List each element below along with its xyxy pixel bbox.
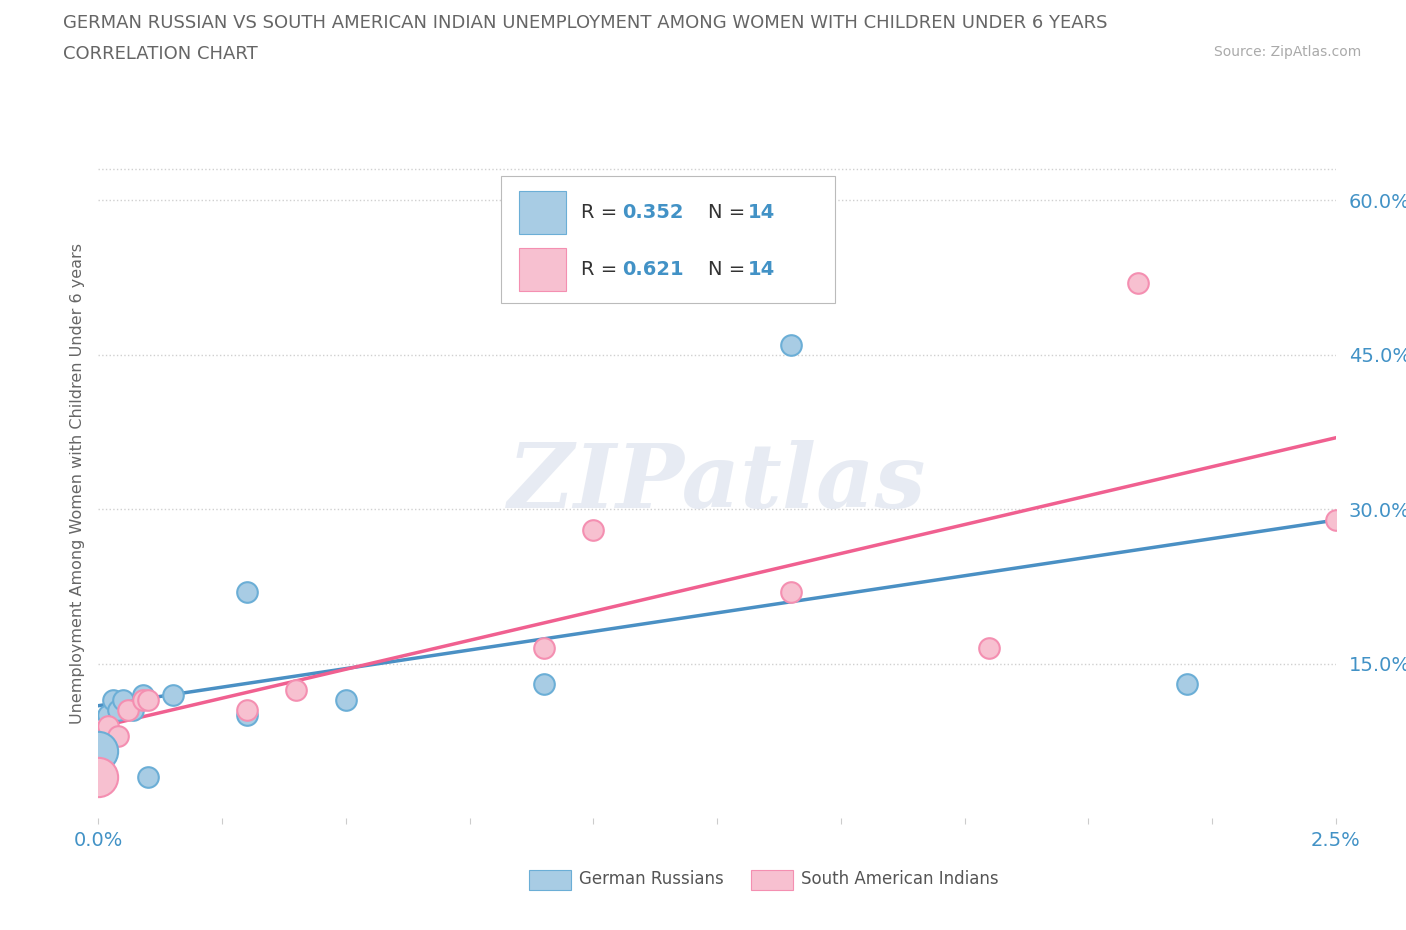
Text: 0.621: 0.621 [621, 259, 683, 279]
Point [582, 523, 605, 538]
Point [533, 641, 555, 656]
Point [136, 693, 159, 708]
Point [236, 703, 259, 718]
Point [979, 641, 1001, 656]
Point [285, 683, 308, 698]
Point [93, 738, 115, 753]
FancyBboxPatch shape [501, 176, 835, 303]
Text: 0.352: 0.352 [621, 203, 683, 222]
Text: GERMAN RUSSIAN VS SOUTH AMERICAN INDIAN UNEMPLOYMENT AMONG WOMEN WITH CHILDREN U: GERMAN RUSSIAN VS SOUTH AMERICAN INDIAN … [63, 14, 1108, 32]
Point [1126, 275, 1149, 290]
Point [533, 677, 555, 692]
Text: CORRELATION CHART: CORRELATION CHART [63, 45, 259, 62]
Point [136, 770, 159, 785]
Text: R =: R = [581, 259, 623, 279]
FancyBboxPatch shape [519, 191, 567, 234]
Text: 14: 14 [748, 203, 775, 222]
Text: South American Indians: South American Indians [801, 870, 1000, 888]
Point [780, 337, 803, 352]
Point [236, 584, 259, 599]
Point [162, 687, 184, 702]
Point [87, 770, 110, 785]
Point [1324, 512, 1347, 527]
Point [122, 703, 145, 718]
Point [97, 708, 120, 723]
Point [107, 728, 129, 743]
Text: Source: ZipAtlas.com: Source: ZipAtlas.com [1213, 45, 1361, 59]
FancyBboxPatch shape [519, 247, 567, 291]
Point [87, 744, 110, 759]
Text: N =: N = [709, 259, 752, 279]
Point [112, 693, 135, 708]
Text: German Russians: German Russians [579, 870, 724, 888]
Text: R =: R = [581, 203, 623, 222]
Point [97, 718, 120, 733]
Text: N =: N = [709, 203, 752, 222]
Y-axis label: Unemployment Among Women with Children Under 6 years: Unemployment Among Women with Children U… [69, 243, 84, 724]
Point [1175, 677, 1198, 692]
Text: ZIPatlas: ZIPatlas [509, 440, 925, 527]
Point [132, 687, 155, 702]
Point [117, 703, 139, 718]
Point [132, 693, 155, 708]
Point [780, 584, 803, 599]
Point [236, 708, 259, 723]
Point [335, 693, 357, 708]
Point [107, 703, 129, 718]
Text: 14: 14 [748, 259, 775, 279]
Point [103, 693, 125, 708]
